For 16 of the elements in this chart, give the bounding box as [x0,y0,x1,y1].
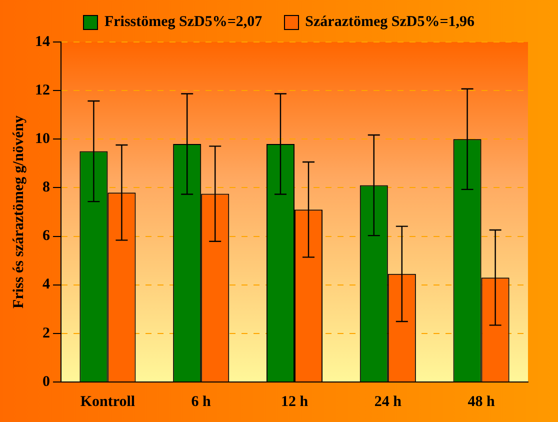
legend-label: Frisstömeg SzD5%=2,07 [104,14,262,31]
y-tick-label: 4 [42,276,50,293]
legend-label: Száraztömeg SzD5%=1,96 [305,14,475,31]
y-tick-label: 14 [35,34,50,50]
x-tick-label: Kontroll [80,394,136,410]
x-tick-label: 12 h [280,394,309,410]
x-tick-label: 48 h [468,394,496,410]
y-axis-title: Friss és száraztömeg g/növény [10,115,27,308]
y-tick-label: 6 [42,228,50,244]
y-tick-label: 12 [35,82,50,98]
x-tick-label: 6 h [191,394,212,410]
y-tick-label: 10 [35,131,50,148]
x-tick-label: 24 h [374,394,402,410]
y-tick-label: 8 [42,180,50,196]
y-tick-label: 0 [42,374,50,390]
y-tick-label: 2 [42,325,50,342]
